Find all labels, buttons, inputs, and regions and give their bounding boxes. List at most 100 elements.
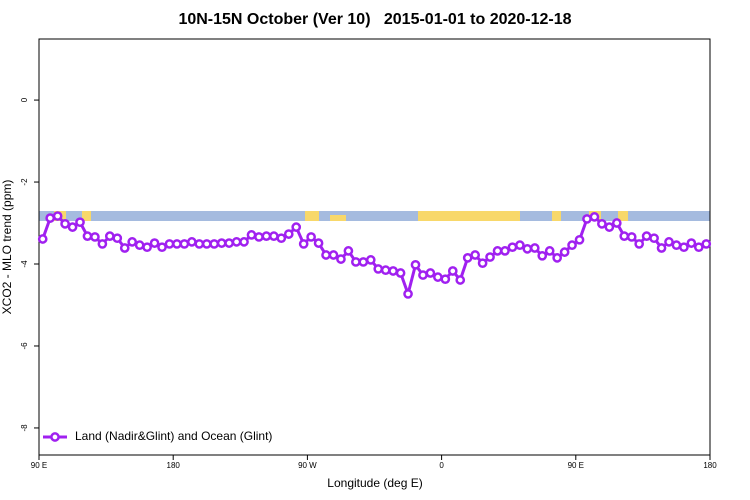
legend-label: Land (Nadir&Glint) and Ocean (Glint) (75, 429, 272, 443)
land (330, 215, 346, 221)
data-point (485, 252, 495, 262)
x-tick-label: 90 W (298, 461, 317, 470)
data-point (403, 289, 413, 299)
data-point (477, 258, 488, 269)
y-tick-label: -2 (20, 178, 29, 186)
data-point (67, 222, 78, 232)
data-point (492, 246, 503, 256)
data-point (686, 238, 697, 248)
data-point (142, 242, 152, 253)
data-point (149, 238, 160, 248)
data-point (433, 272, 443, 282)
land-ocean-strip (39, 211, 710, 221)
chart-title: 10N-15N October (Ver 10) 2015-01-01 to 2… (178, 11, 571, 28)
data-point (604, 222, 615, 232)
data-point (246, 230, 257, 240)
data-point (380, 265, 391, 276)
data-point (328, 250, 339, 260)
data-point (641, 231, 652, 241)
data-point (470, 250, 480, 260)
data-point (261, 231, 272, 241)
data-point (134, 240, 145, 251)
data-point (321, 250, 331, 260)
data-point (418, 270, 428, 280)
data-point (574, 234, 585, 245)
x-tick-label: 0 (439, 461, 444, 470)
data-point (365, 255, 376, 265)
data-point (634, 239, 645, 249)
data-point (37, 234, 48, 244)
data-point (119, 243, 130, 253)
data-point (589, 212, 600, 222)
data-point (455, 275, 466, 285)
data-point (306, 232, 316, 242)
data-point (336, 254, 346, 264)
data-point (537, 250, 548, 261)
land (618, 211, 628, 221)
data-point (291, 222, 302, 232)
legend-marker (50, 432, 60, 442)
data-point (90, 232, 100, 242)
data-point (239, 237, 249, 247)
data-point (626, 232, 637, 242)
y-tick-label: -8 (20, 424, 29, 432)
data-point (343, 246, 354, 256)
data-point (440, 274, 451, 285)
data-point (276, 233, 287, 244)
data-point (656, 243, 667, 253)
data-point (522, 243, 533, 254)
data-point (164, 239, 175, 249)
data-point (194, 239, 205, 249)
data-point (388, 266, 398, 276)
data-point (224, 238, 234, 248)
land (82, 211, 91, 221)
data-point (679, 242, 689, 253)
data-point (231, 237, 242, 247)
land (305, 211, 319, 221)
data-point (611, 218, 622, 228)
data-point (447, 266, 458, 276)
data-point (112, 233, 123, 244)
data-point (425, 268, 436, 278)
data-point (597, 218, 607, 229)
data-point (298, 239, 309, 249)
data-point (462, 253, 473, 263)
data-point (254, 232, 264, 242)
x-tick-label: 180 (703, 461, 717, 470)
data-point (582, 214, 592, 224)
data-point (515, 240, 525, 251)
y-tick-label: 0 (20, 97, 29, 102)
data-point (313, 238, 324, 248)
y-tick-label: -4 (20, 260, 29, 268)
data-point (664, 237, 674, 247)
data-point (552, 253, 563, 263)
data-point (216, 238, 227, 248)
data-point (201, 239, 212, 249)
data-point (104, 231, 115, 241)
data-point (351, 257, 361, 267)
data-point (172, 239, 182, 249)
data-point (500, 246, 510, 256)
data-point (127, 237, 138, 247)
ocean (39, 211, 710, 221)
data-point (410, 259, 421, 270)
data-point (619, 231, 630, 241)
data-point (529, 243, 540, 253)
data-point (701, 239, 712, 249)
data-point (209, 239, 220, 249)
data-point (693, 242, 704, 253)
data-point (52, 211, 63, 221)
x-tick-label: 180 (167, 461, 181, 470)
data-point (559, 247, 570, 257)
data-point (283, 229, 294, 239)
data-point (395, 268, 406, 278)
y-tick-label: -6 (20, 342, 29, 350)
data-point (544, 246, 555, 256)
land (552, 211, 561, 221)
data-point (269, 231, 279, 241)
x-axis-label: Longitude (deg E) (327, 476, 422, 490)
data-point (507, 242, 518, 253)
x-tick-label: 90 E (31, 461, 47, 470)
